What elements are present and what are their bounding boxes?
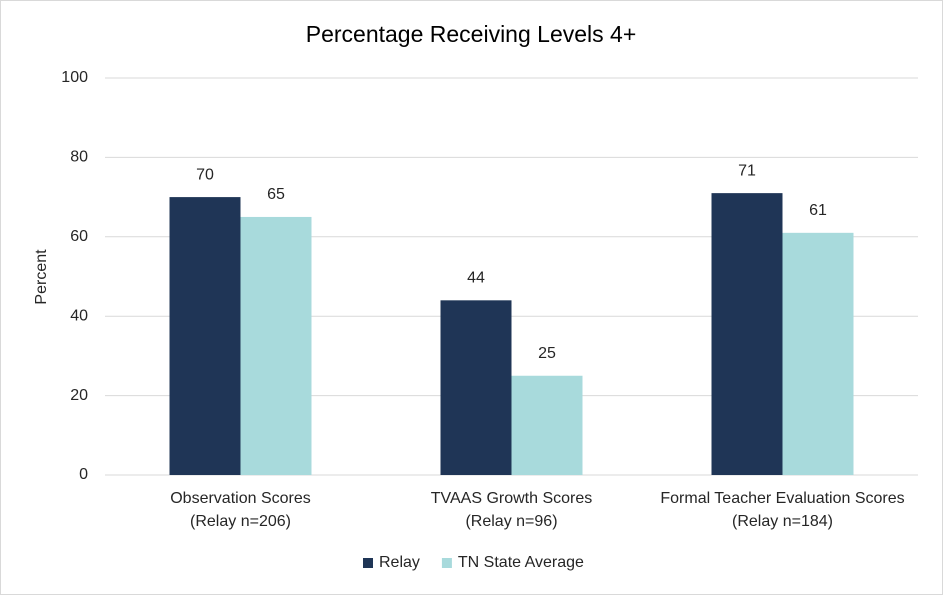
data-label: 65 — [267, 186, 285, 203]
y-tick-label: 60 — [70, 228, 88, 245]
bar — [711, 193, 783, 475]
data-label: 71 — [738, 162, 756, 179]
bar — [240, 216, 312, 475]
legend-swatch — [441, 558, 452, 568]
bar — [440, 300, 512, 475]
data-label: 61 — [809, 202, 827, 219]
y-tick-label: 0 — [79, 466, 88, 483]
data-label: 70 — [196, 166, 214, 183]
y-axis-label: Percent — [33, 249, 50, 305]
x-tick-label: (Relay n=206) — [190, 513, 291, 530]
bar — [511, 375, 583, 475]
legend-label: Relay — [379, 554, 420, 571]
data-label: 25 — [538, 345, 556, 362]
bar — [782, 232, 854, 475]
data-label: 44 — [467, 270, 485, 287]
x-tick-label: (Relay n=184) — [732, 513, 833, 530]
x-tick-label: Observation Scores — [170, 490, 311, 507]
x-tick-label: (Relay n=96) — [465, 513, 557, 530]
bar — [169, 197, 241, 475]
legend-label: TN State Average — [458, 554, 584, 571]
x-tick-label: Formal Teacher Evaluation Scores — [660, 490, 904, 507]
y-tick-label: 80 — [70, 149, 88, 166]
chart-title: Percentage Receiving Levels 4+ — [306, 21, 637, 47]
y-tick-label: 100 — [61, 69, 88, 86]
x-tick-label: TVAAS Growth Scores — [431, 490, 593, 507]
y-tick-label: 20 — [70, 387, 88, 404]
y-tick-label: 40 — [70, 307, 88, 324]
legend-swatch — [363, 558, 373, 568]
